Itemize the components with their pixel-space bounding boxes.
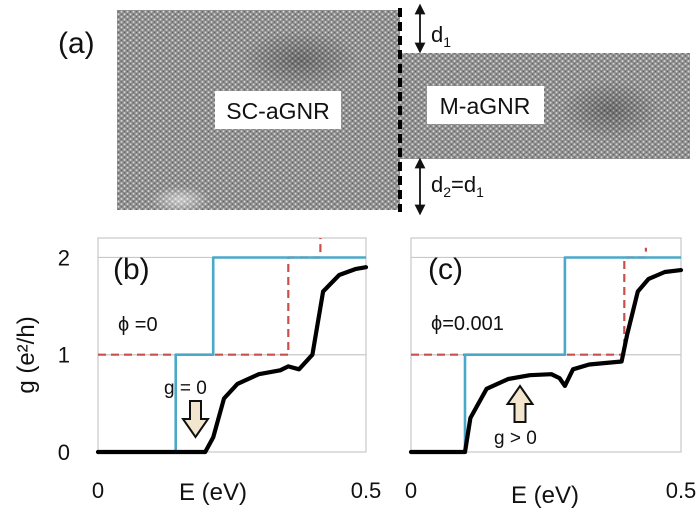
panel-b-frame bbox=[97, 237, 367, 453]
panel-b-phi-annotation: ϕ =0 bbox=[118, 314, 158, 336]
m-agnr-label: M-aGNR bbox=[440, 93, 531, 119]
panel-c-frame bbox=[410, 237, 682, 453]
x-tick-label-0.5: 0.5 bbox=[351, 478, 382, 503]
m-agnr-shade bbox=[560, 80, 660, 140]
m-agnr-label-box bbox=[427, 86, 544, 124]
panel-b-g-annotation: g = 0 bbox=[164, 378, 207, 399]
x-tick-label-0: 0 bbox=[92, 478, 104, 503]
panel-b-down-arrow-icon bbox=[181, 400, 210, 439]
series-thick-black-line bbox=[95, 265, 369, 455]
y-tick-label-0: 0 bbox=[58, 440, 70, 465]
sc-agnr-label: SC-aGNR bbox=[226, 98, 330, 124]
series-dashed-red-line bbox=[411, 247, 648, 356]
x-tick-label-0: 0 bbox=[405, 478, 417, 503]
panel-b-series bbox=[95, 238, 369, 455]
panel-c-chart: 0 0.5 (c) ϕ=0.001 g > 0 E (eV) bbox=[405, 237, 696, 509]
panel-b-label: (b) bbox=[113, 253, 150, 286]
panel-b-x-ticks: 0 0.5 bbox=[92, 478, 381, 503]
panel-c-g-annotation: g > 0 bbox=[494, 428, 537, 449]
panel-c-phi-annotation: ϕ=0.001 bbox=[431, 313, 504, 335]
sc-agnr-shade bbox=[240, 30, 360, 90]
panel-b-y-ticks: 0 1 2 bbox=[58, 245, 70, 465]
panel-b-chart: 012 0 0.5 (b) ϕ =0 g = 0 E (eV) bbox=[58, 237, 381, 506]
y-tick-label-1: 1 bbox=[58, 343, 70, 368]
panel-b-x-axis-label: E (eV) bbox=[179, 479, 247, 506]
panel-c-x-ticks: 0 0.5 bbox=[405, 478, 696, 503]
panel-c-up-arrow-icon bbox=[505, 384, 535, 423]
sc-agnr-blotch bbox=[150, 186, 210, 214]
panel-c-label: (c) bbox=[428, 253, 463, 286]
panel-c-x-axis-label: E (eV) bbox=[511, 482, 579, 509]
y-tick-label-2: 2 bbox=[58, 245, 70, 270]
d2-label: d2=d1 bbox=[431, 172, 484, 200]
panel-a: (a) SC-aGNR M-aGNR d1 d2=d1 bbox=[58, 3, 690, 216]
x-tick-label-0.5: 0.5 bbox=[666, 478, 697, 503]
panel-a-label: (a) bbox=[58, 27, 95, 60]
d1-label: d1 bbox=[431, 22, 451, 50]
sc-agnr-label-box bbox=[215, 91, 341, 129]
panel-c-series bbox=[408, 247, 684, 455]
series-thick-black-line bbox=[408, 268, 684, 455]
y-axis-label: g (e²/h) bbox=[13, 316, 40, 393]
